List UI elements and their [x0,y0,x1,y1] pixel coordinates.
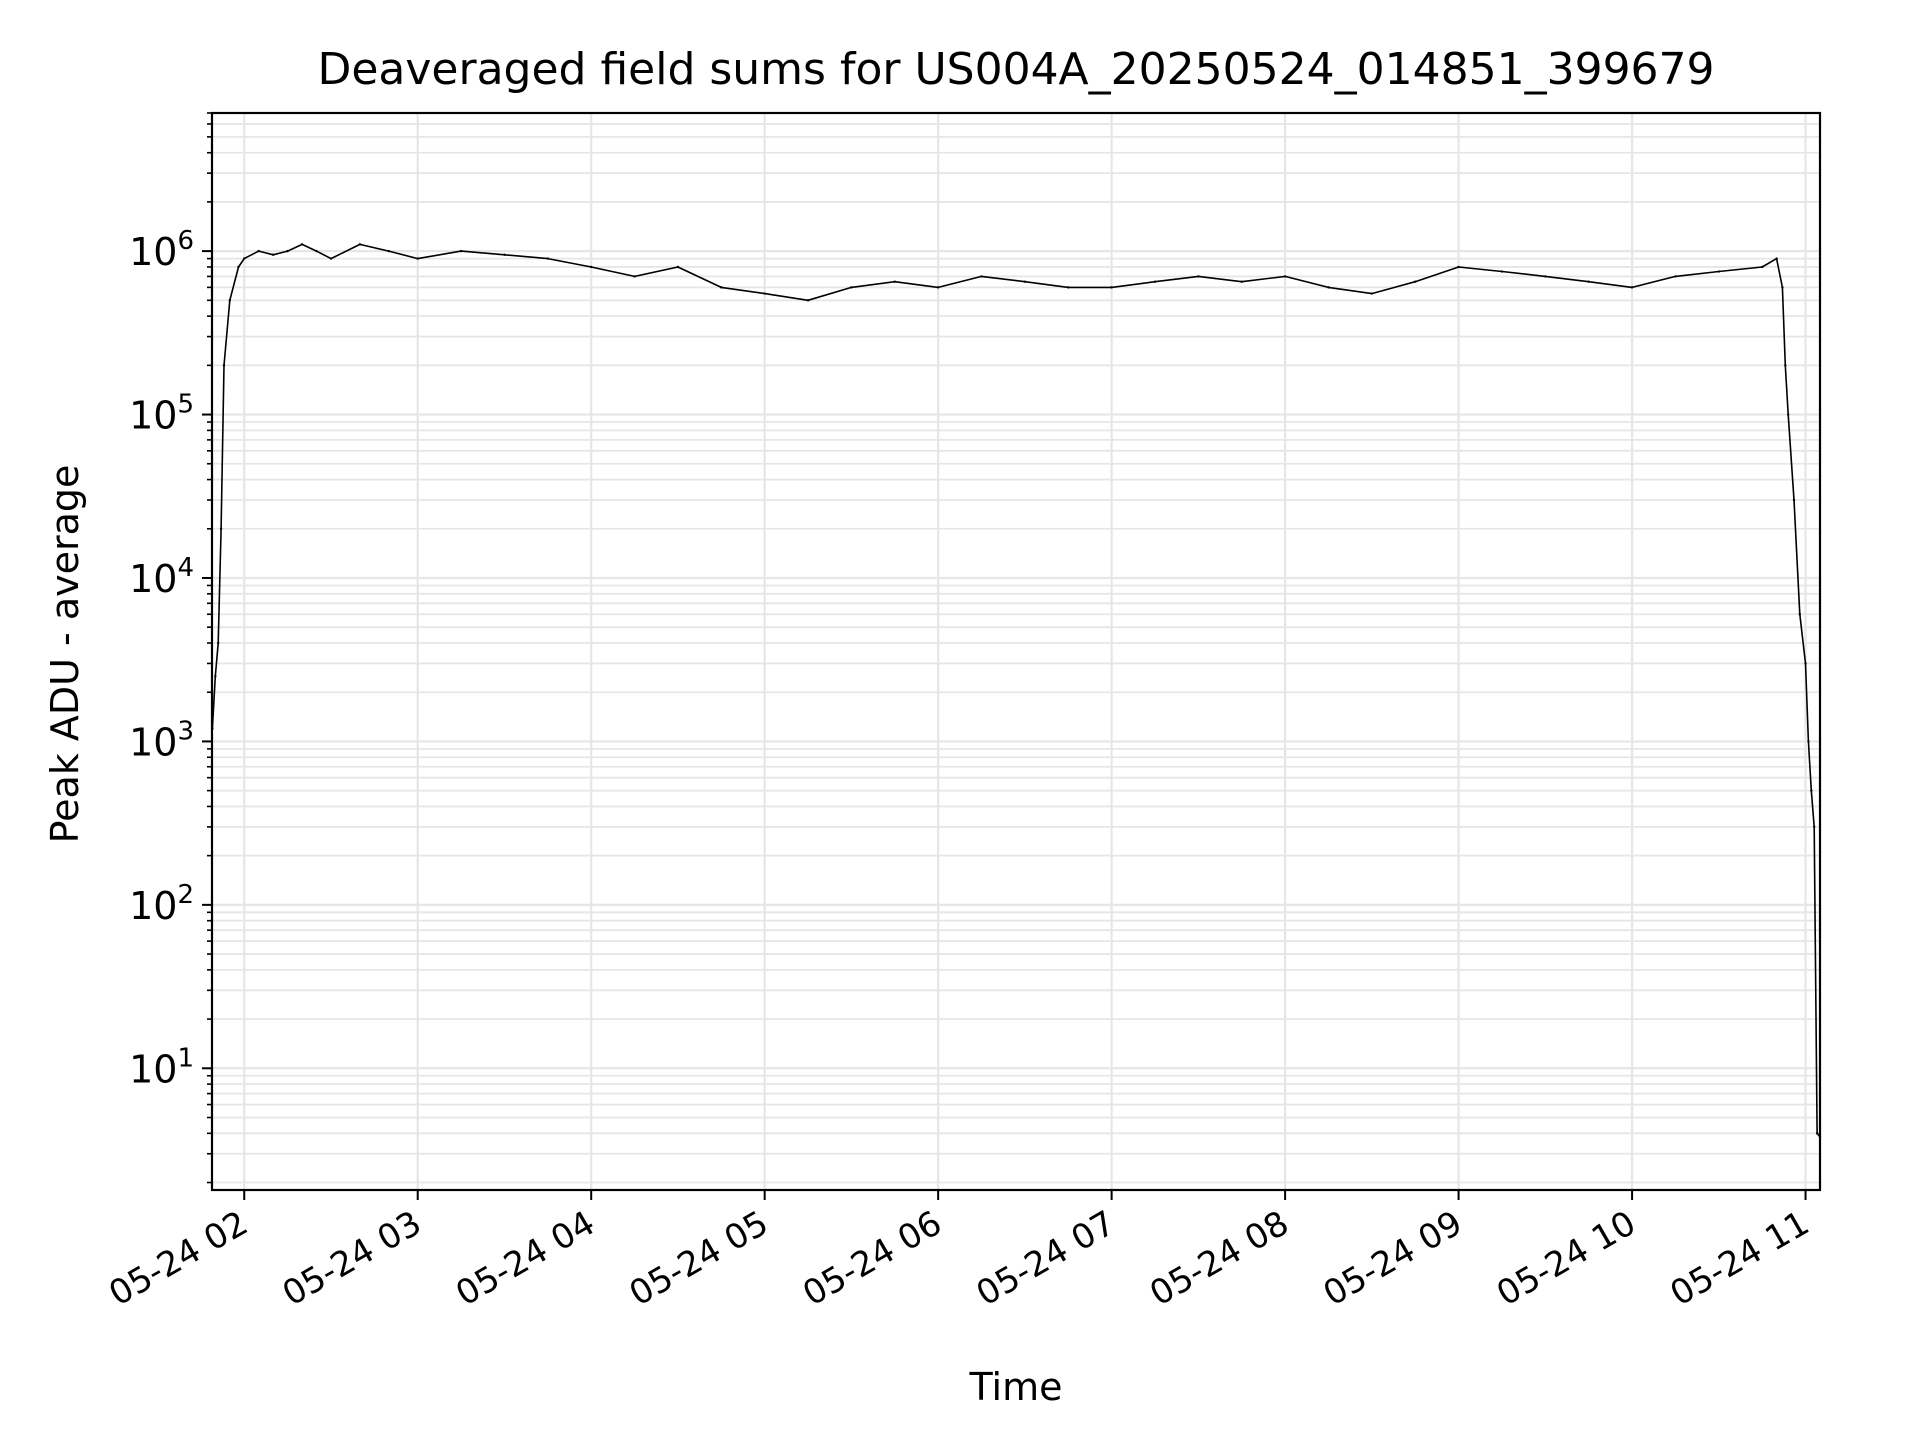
data-point [416,257,419,260]
data-point [286,249,289,253]
data-point [1500,270,1504,273]
data-point [1153,280,1157,283]
data-point [243,257,246,260]
data-point [1786,413,1790,416]
data-point [633,275,636,278]
data-point [1674,275,1677,278]
data-point [257,249,260,253]
data-point [676,265,680,269]
series-line [211,243,1821,1138]
data-point [1110,286,1113,289]
data-point [237,265,240,269]
y-axis-label: Peak ADU - average [43,465,87,844]
data-point [1630,286,1634,289]
y-axis: 101 102 103 104 105 106 [129,112,212,1184]
data-point [1240,280,1243,283]
data-point [1807,740,1810,743]
plot-frame [210,111,1822,1192]
data-point [1544,275,1547,278]
y-tick-label: 105 [129,390,194,438]
data-point [546,257,550,260]
data-point [980,275,983,278]
data-point [1784,364,1787,367]
chart-title: Deaveraged field sums for US004A_2025052… [317,44,1714,95]
data-point [1327,286,1330,289]
data-point [1781,286,1784,289]
data-point [936,286,940,289]
data-point [1815,1132,1819,1135]
y-tick-label: 101 [129,1043,194,1091]
data-point [1813,825,1816,829]
data-point [1792,498,1796,502]
y-tick-label: 104 [129,553,194,601]
data-point [222,364,226,367]
data-point [219,527,223,530]
data-point [271,253,275,256]
data-point [358,243,362,246]
data-point [214,675,217,678]
data-point [1760,265,1764,269]
x-axis-label: Time [969,1365,1063,1409]
data-point [720,286,723,289]
data-point [1810,789,1813,792]
data-point [503,253,506,256]
data-point [228,299,231,302]
y-tick-label: 103 [129,716,194,764]
grid [212,112,1820,1190]
data-point [1414,280,1417,283]
data-point [763,292,766,295]
data-point [806,299,810,302]
data-point [850,286,853,289]
data-point [1798,613,1801,616]
data-point [1717,270,1721,273]
data-point [1370,292,1374,295]
data-point [1023,280,1027,283]
data-point [459,249,463,253]
data-point [1587,280,1590,283]
data-point [1067,286,1070,289]
data-point [589,265,593,269]
data-point [1197,275,1200,278]
data-point [300,243,304,246]
data-point [1775,257,1778,260]
data-point [1804,662,1807,665]
y-tick-label: 102 [129,880,194,928]
data-point [1283,275,1287,278]
data-point [329,257,333,260]
data-point [1457,265,1460,269]
data-point [217,641,220,645]
data-point [893,280,896,283]
data-point [387,249,391,253]
y-tick-label: 106 [129,226,194,274]
data-point [315,249,318,253]
